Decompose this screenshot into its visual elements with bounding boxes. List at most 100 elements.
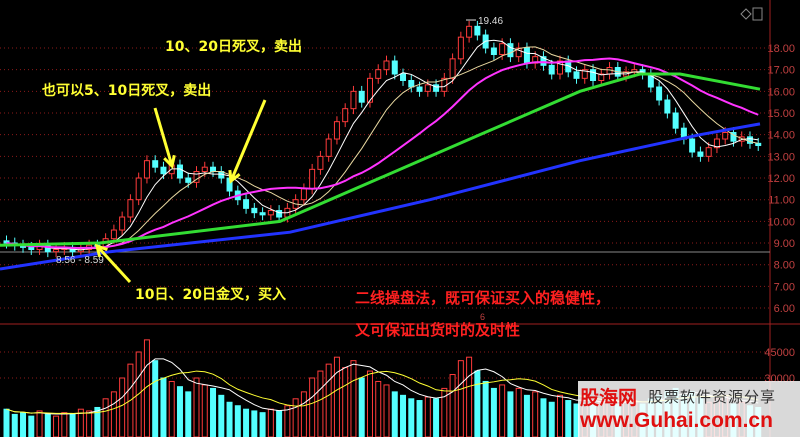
volume-bar <box>226 401 233 437</box>
volume-bar <box>309 377 316 437</box>
volume-bar <box>185 391 192 437</box>
candle <box>210 166 217 173</box>
candle <box>309 168 316 190</box>
candle <box>366 77 373 103</box>
candle <box>267 210 274 216</box>
candle <box>251 207 258 214</box>
y-tick-label: 9.00 <box>774 238 795 250</box>
candle <box>350 90 357 110</box>
volume-bar <box>234 405 241 437</box>
y-tick-label: 15.00 <box>767 108 795 120</box>
candle <box>722 132 729 140</box>
candle <box>689 138 696 153</box>
volume-bar <box>556 394 563 437</box>
high-price-label: 19.46 <box>478 16 503 27</box>
volume-bar <box>276 410 283 437</box>
y-tick-label: 17.00 <box>767 65 795 77</box>
candle <box>490 47 497 56</box>
volume-bar <box>391 391 398 437</box>
volume-bar <box>94 406 101 437</box>
candle <box>408 80 415 88</box>
watermark-slogan: 股票软件资源分享 <box>648 388 777 406</box>
volume-bar <box>325 363 332 437</box>
candle <box>193 171 200 183</box>
candle <box>548 64 555 75</box>
annotation-death-cross-5-10: 也可以5、10日死叉，卖出 <box>42 83 212 99</box>
annotation-arrow <box>95 244 132 284</box>
y-tick-label: 10.00 <box>767 216 795 228</box>
candle <box>152 160 159 168</box>
volume-bar <box>408 398 415 437</box>
volume-bar <box>152 360 159 437</box>
candle <box>457 36 464 60</box>
volume-bar <box>110 391 117 437</box>
candle <box>664 99 671 114</box>
volume-tick-label: 45000 <box>764 347 795 359</box>
volume-bar <box>449 374 456 437</box>
volume-bar <box>507 391 514 437</box>
candle <box>375 69 382 79</box>
volume-bar <box>358 377 365 437</box>
volume-bar <box>400 394 407 437</box>
candle <box>499 43 506 56</box>
annotation-death-cross-10-20: 10、20日死叉，卖出 <box>165 39 302 55</box>
candle <box>730 132 737 142</box>
candle <box>143 160 150 179</box>
volume-bar <box>168 380 175 437</box>
volume-bar <box>548 401 555 437</box>
volume-bar <box>86 410 93 437</box>
volume-bar <box>160 377 167 437</box>
volume-bar <box>259 412 266 437</box>
volume-bar <box>433 398 440 437</box>
candle <box>300 188 307 201</box>
y-tick-label: 16.00 <box>767 86 795 98</box>
candle <box>713 138 720 149</box>
volume-bar <box>300 391 307 437</box>
ma60-line <box>0 72 761 247</box>
candle <box>276 210 283 218</box>
candle <box>391 60 398 75</box>
candle <box>755 142 762 147</box>
candle <box>383 60 390 71</box>
candle <box>400 73 407 82</box>
candle <box>110 229 117 240</box>
volume-bar <box>119 377 126 437</box>
volume-bar <box>474 370 481 437</box>
candle <box>598 73 605 82</box>
candle <box>333 121 340 140</box>
volume-bar <box>499 384 506 437</box>
candle <box>705 147 712 157</box>
candle <box>515 47 522 58</box>
volume-bar <box>532 391 539 437</box>
volume-bar <box>540 398 547 437</box>
volume-bar <box>251 410 258 437</box>
y-tick-label: 7.00 <box>774 281 795 293</box>
candle <box>342 108 349 123</box>
diamond-icon <box>740 8 752 20</box>
y-tick-label: 12.00 <box>767 173 795 185</box>
volume-bar <box>375 380 382 437</box>
volume-bar <box>36 410 43 437</box>
ma10-line <box>6 46 759 249</box>
candle <box>119 216 126 231</box>
candle <box>135 177 142 201</box>
candle <box>466 25 473 38</box>
annotation-arrow <box>153 107 174 167</box>
y-tick-label: 13.00 <box>767 151 795 163</box>
watermark-url: www.Guhai.com.cn <box>580 409 773 432</box>
candle <box>53 249 60 253</box>
candle <box>697 151 704 157</box>
volume-bar <box>515 387 522 437</box>
watermark-brand: 股海网 <box>580 387 638 409</box>
y-tick-label: 18.00 <box>767 43 795 55</box>
volume-bar <box>53 415 60 437</box>
volume-bar <box>102 398 109 437</box>
candle <box>656 86 663 101</box>
volume-bar <box>3 408 10 437</box>
y-tick-label: 8.00 <box>774 260 795 272</box>
candle <box>325 138 332 157</box>
volume-bar <box>69 413 76 437</box>
candle <box>556 60 563 75</box>
annotation-golden-cross: 10日、20日金叉，买入 <box>135 287 286 303</box>
candle <box>573 71 580 79</box>
